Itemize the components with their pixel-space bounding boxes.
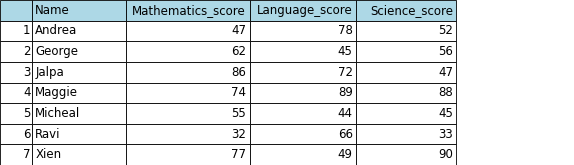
Bar [32,41,126,62]
Text: Micheal: Micheal [36,107,80,120]
Bar [250,82,356,103]
Text: 33: 33 [439,128,453,141]
Text: 45: 45 [338,45,352,58]
Bar [0,0,32,21]
Text: 77: 77 [231,148,246,161]
Text: George: George [36,45,79,58]
Text: 72: 72 [338,66,352,79]
Text: 89: 89 [338,86,352,99]
Text: 47: 47 [231,24,246,37]
Bar [356,21,456,41]
Text: Language_score: Language_score [257,4,352,17]
Text: 3: 3 [24,66,30,79]
Bar [250,41,356,62]
Bar [126,103,250,124]
Bar [126,124,250,144]
Text: Science_score: Science_score [370,4,453,17]
Bar [0,144,32,165]
Text: Ravi: Ravi [36,128,61,141]
Bar [356,62,456,82]
Text: 7: 7 [23,148,30,161]
Text: 44: 44 [338,107,352,120]
Text: 86: 86 [231,66,246,79]
Bar [32,82,126,103]
Bar [126,82,250,103]
Bar [250,124,356,144]
Bar [0,124,32,144]
Text: 55: 55 [231,107,246,120]
Text: 66: 66 [338,128,352,141]
Bar [0,103,32,124]
Text: Mathematics_score: Mathematics_score [132,4,246,17]
Bar [126,21,250,41]
Text: 6: 6 [23,128,30,141]
Text: Name: Name [36,4,70,17]
Text: 32: 32 [231,128,246,141]
Bar [356,41,456,62]
Bar [0,62,32,82]
Bar [250,144,356,165]
Text: 4: 4 [23,86,30,99]
Text: Jalpa: Jalpa [36,66,64,79]
Text: 2: 2 [23,45,30,58]
Bar [32,144,126,165]
Bar [32,21,126,41]
Bar [250,0,356,21]
Bar [0,82,32,103]
Bar [126,0,250,21]
Bar [356,82,456,103]
Text: 1: 1 [23,24,30,37]
Text: 74: 74 [231,86,246,99]
Text: 62: 62 [231,45,246,58]
Bar [0,21,32,41]
Text: 78: 78 [338,24,352,37]
Text: Maggie: Maggie [36,86,79,99]
Bar [250,103,356,124]
Text: Andrea: Andrea [36,24,77,37]
Text: 56: 56 [439,45,453,58]
Bar [250,21,356,41]
Text: 52: 52 [439,24,453,37]
Bar [356,103,456,124]
Bar [126,41,250,62]
Text: Xien: Xien [36,148,61,161]
Bar [32,0,126,21]
Bar [356,144,456,165]
Text: 88: 88 [439,86,453,99]
Bar [0,41,32,62]
Bar [32,103,126,124]
Bar [126,62,250,82]
Bar [356,0,456,21]
Text: 45: 45 [439,107,453,120]
Bar [250,62,356,82]
Bar [126,144,250,165]
Text: 5: 5 [24,107,30,120]
Bar [32,62,126,82]
Bar [32,124,126,144]
Bar [356,124,456,144]
Text: 90: 90 [439,148,453,161]
Text: 49: 49 [338,148,352,161]
Text: 47: 47 [439,66,453,79]
